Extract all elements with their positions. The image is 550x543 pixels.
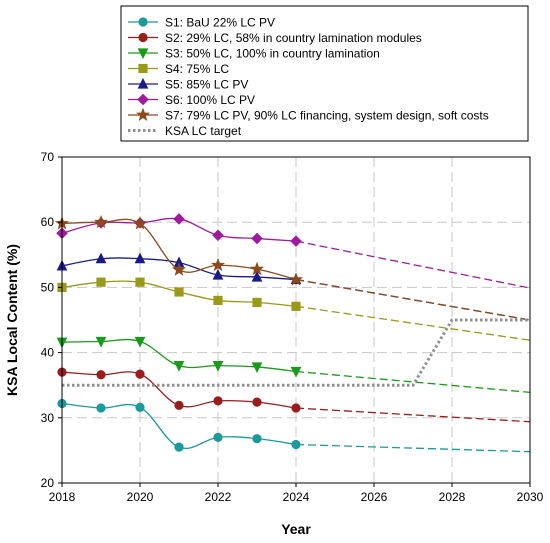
plot-area (55, 156, 531, 484)
y-tick-label: 30 (41, 411, 55, 425)
data-point (135, 369, 145, 379)
legend-marker (136, 107, 150, 121)
legend-label: S6: 100% LC PV (165, 93, 255, 107)
legend-item-s7-79-lc-pv-90-lc-financing-system-design-soft-costs: S7: 79% LC PV, 90% LC financing, system … (128, 107, 489, 123)
data-point (96, 403, 106, 413)
legend-item-s2-29-lc-58-in-country-lamination-modules: S2: 29% LC, 58% in country lamination mo… (128, 31, 422, 45)
data-point (250, 261, 264, 276)
legend-label: S5: 85% LC PV (165, 78, 248, 92)
data-point (174, 400, 184, 411)
x-axis-title: Year (281, 521, 311, 537)
legend-item-s6-100-lc-pv: S6: 100% LC PV (128, 93, 255, 107)
data-point (96, 370, 106, 380)
data-point (172, 262, 186, 276)
data-point (174, 442, 184, 452)
data-point (174, 287, 184, 297)
legend-label: S4: 75% LC (165, 62, 229, 76)
legend-item-ksa-lc-target: KSA LC target (128, 124, 242, 138)
series-s7-79-lc-pv-90-lc-financing-system-design-soft-costs (55, 214, 531, 321)
y-tick-label: 60 (41, 215, 55, 229)
legend-label: S7: 79% LC PV, 90% LC financing, system … (165, 109, 489, 123)
legend-marker (137, 77, 149, 89)
data-point (213, 432, 223, 442)
data-point (135, 402, 145, 412)
legend-frame (120, 5, 529, 142)
data-point (291, 301, 301, 311)
data-point (95, 336, 107, 348)
data-point (251, 362, 263, 374)
data-point (134, 252, 146, 264)
data-point (212, 361, 224, 372)
data-point (252, 397, 262, 407)
data-point (213, 396, 223, 406)
data-point (212, 268, 224, 280)
legend-marker (138, 63, 148, 74)
legend-item-s1-bau-22-lc-pv: S1: BaU 22% LC PV (128, 16, 275, 30)
legend-label: S3: 50% LC, 100% in country lamination (165, 47, 380, 61)
series-projection-line (295, 443, 531, 453)
data-point (290, 235, 302, 247)
series-s2-29-lc-58-in-country-lamination-modules (57, 367, 531, 423)
data-point (252, 434, 262, 444)
x-tick-label: 2020 (127, 490, 154, 504)
series-line (62, 318, 530, 387)
data-point (95, 252, 107, 264)
data-point (251, 270, 263, 282)
legend-item-s3-50-lc-100-in-country-lamination: S3: 50% LC, 100% in country lamination (128, 47, 380, 61)
data-point (133, 216, 147, 230)
y-tick-label: 20 (41, 476, 55, 490)
data-point (135, 277, 145, 287)
series-s1-bau-22-lc-pv (57, 398, 531, 453)
series-ksa-lc-target (62, 318, 530, 387)
x-tick-label: 2030 (517, 490, 544, 504)
data-point (290, 366, 302, 378)
legend-marker (137, 93, 149, 106)
series-projection-line (295, 370, 531, 394)
data-point (251, 232, 263, 245)
data-point (213, 295, 223, 306)
data-point (212, 229, 224, 242)
y-tick-label: 70 (41, 150, 55, 164)
y-tick-label: 50 (41, 280, 55, 294)
x-tick-label: 2024 (283, 490, 310, 504)
data-point (96, 277, 106, 287)
series-projection-line (295, 240, 531, 289)
x-tick-label: 2018 (49, 490, 76, 504)
data-point (173, 361, 185, 372)
x-tick-label: 2028 (439, 490, 466, 504)
series-projection-line (295, 407, 531, 423)
legend-label: S2: 29% LC, 58% in country lamination mo… (165, 31, 422, 45)
y-tick-label: 40 (41, 346, 55, 360)
data-point (94, 214, 108, 229)
series-projection-line (295, 305, 531, 341)
data-point (252, 297, 262, 307)
legend-item-s4-75-lc: S4: 75% LC (128, 62, 229, 76)
series-projection-line (295, 278, 531, 321)
x-tick-label: 2026 (361, 490, 388, 504)
data-point (291, 439, 301, 450)
legend-marker (137, 48, 149, 60)
series-layer (55, 213, 531, 453)
y-axis-title: KSA Local Content (%) (4, 244, 20, 396)
legend-marker (138, 17, 148, 27)
data-point (289, 272, 303, 286)
data-point (134, 336, 146, 348)
legend-label: S1: BaU 22% LC PV (165, 16, 275, 30)
data-point (291, 403, 301, 413)
legend-item-s5-85-lc-pv: S5: 85% LC PV (128, 78, 248, 92)
legend-label: KSA LC target (165, 124, 242, 138)
data-point (211, 257, 225, 272)
legend-marker (138, 32, 148, 43)
data-point (173, 213, 185, 225)
grid (62, 157, 530, 483)
x-tick-label: 2022 (205, 490, 232, 504)
